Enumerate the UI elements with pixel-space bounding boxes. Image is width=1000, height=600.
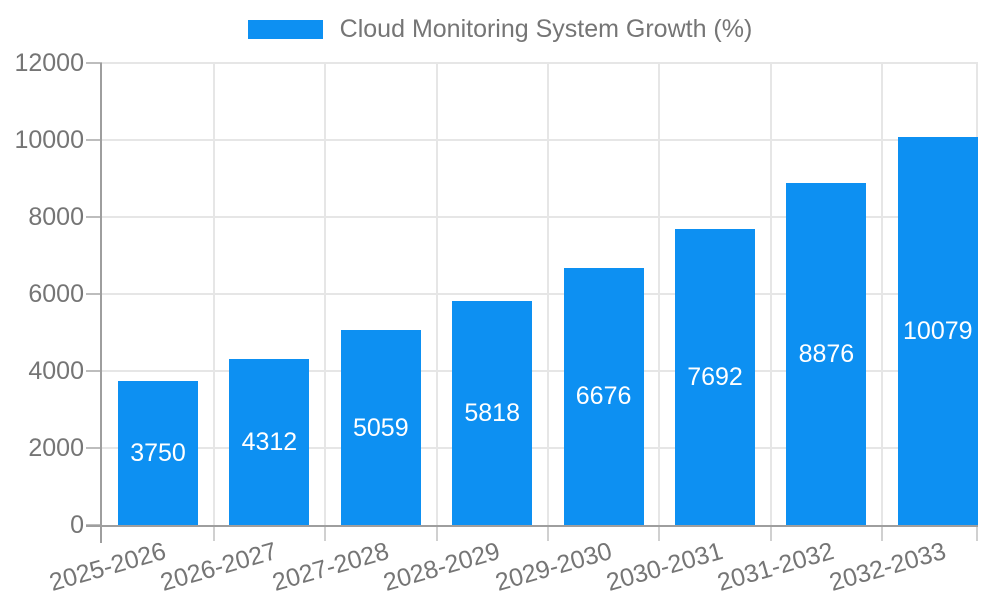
x-tick [435, 525, 438, 541]
x-tick [881, 525, 884, 541]
y-axis-label: 12000 [14, 49, 84, 77]
x-tick [546, 525, 549, 541]
bar [675, 228, 755, 525]
h-gridline [102, 216, 978, 218]
bar-value-label: 6676 [575, 382, 632, 411]
bar [563, 267, 644, 525]
y-axis-label: 8000 [28, 203, 84, 231]
bar [897, 136, 978, 525]
bar [118, 380, 198, 525]
x-tick [324, 525, 327, 541]
h-gridline [102, 62, 978, 64]
v-gridline [546, 63, 549, 525]
v-gridline [324, 63, 327, 525]
x-tick [658, 525, 661, 541]
h-gridline [102, 370, 978, 372]
y-axis-label: 6000 [28, 280, 84, 308]
y-tick [86, 139, 102, 141]
x-tick [976, 525, 978, 541]
bar-value-label: 10079 [903, 316, 973, 345]
bar [786, 183, 867, 525]
bar [340, 330, 421, 525]
h-gridline [102, 447, 978, 449]
x-tick [769, 525, 772, 541]
y-axis-label: 10000 [14, 126, 84, 154]
v-gridline [881, 63, 884, 525]
legend-label: Cloud Monitoring System Growth (%) [339, 15, 753, 43]
bar-value-label: 4312 [241, 427, 298, 456]
bar-value-label: 8876 [798, 340, 855, 369]
h-gridline [102, 293, 978, 295]
y-axis-line [100, 63, 102, 543]
v-gridline [212, 63, 215, 525]
bar-value-label: 5059 [352, 413, 409, 442]
v-gridline [658, 63, 661, 525]
y-tick [86, 293, 102, 295]
v-gridline [435, 63, 438, 525]
y-tick [86, 62, 102, 64]
bar-value-label: 3750 [130, 438, 186, 467]
bar [452, 301, 533, 525]
y-axis-label: 2000 [28, 434, 84, 462]
bar-value-label: 7692 [687, 362, 743, 391]
legend-swatch [247, 20, 323, 39]
y-tick [86, 447, 102, 449]
y-tick [86, 370, 102, 372]
y-axis-label: 4000 [28, 357, 84, 385]
v-gridline [769, 63, 772, 525]
h-gridline [102, 139, 978, 141]
bar-value-label: 5818 [464, 399, 520, 427]
y-axis-label: 0 [70, 511, 84, 539]
x-axis-line [86, 525, 978, 527]
chart-legend: Cloud Monitoring System Growth (%) [0, 15, 1000, 44]
y-tick [86, 216, 102, 218]
x-tick [212, 525, 215, 541]
bar [229, 358, 310, 525]
